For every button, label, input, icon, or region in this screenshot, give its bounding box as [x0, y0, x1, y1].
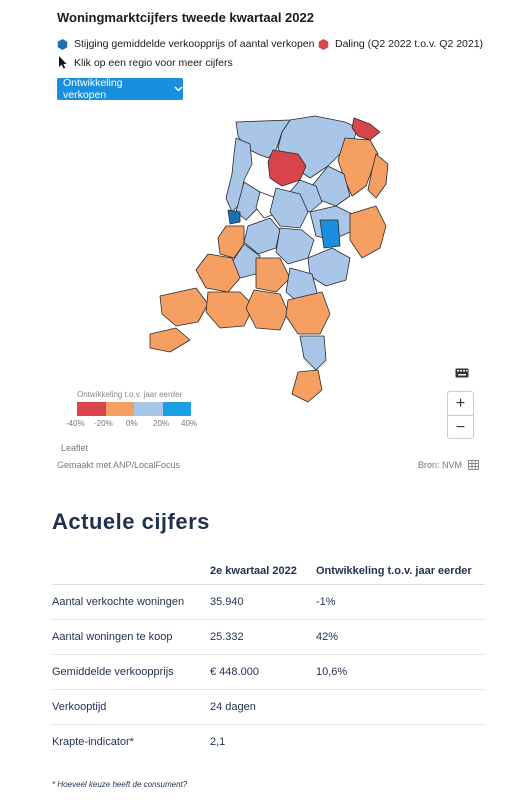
map-region[interactable] — [205, 291, 255, 329]
footnote: * Hoeveel keuze heeft de consument? — [52, 780, 187, 789]
table-cell — [316, 725, 485, 760]
legend-increase-label: Stijging gemiddelde verkoopprijs of aant… — [74, 38, 315, 50]
map-region[interactable] — [245, 289, 289, 331]
table-cell: 35.940 — [210, 584, 316, 620]
table-row: Verkooptijd 24 dagen — [52, 689, 485, 725]
zoom-in-button[interactable]: + — [448, 392, 473, 416]
table-cell: 10,6% — [316, 654, 485, 690]
scale-label: -40% — [66, 419, 85, 428]
map-region[interactable] — [285, 291, 331, 335]
metric-dropdown[interactable]: Ontwikkeling verkopen — [57, 77, 183, 101]
table-cell: 24 dagen — [210, 689, 316, 725]
table-cell: -1% — [316, 584, 485, 620]
map-region[interactable] — [235, 181, 261, 221]
table-header-cell: 2e kwartaal 2022 — [210, 558, 316, 585]
chevron-down-icon — [174, 86, 183, 92]
table-cell: Gemiddelde verkoopprijs — [52, 654, 210, 690]
map-region[interactable] — [267, 149, 307, 187]
table-row: Gemiddelde verkoopprijs € 448.000 10,6% — [52, 654, 485, 690]
map-region[interactable] — [149, 327, 191, 353]
leaflet-attribution[interactable]: Leaflet — [61, 443, 89, 453]
legend-increase: Stijging gemiddelde verkoopprijs of aant… — [57, 38, 314, 50]
table-cell: 42% — [316, 619, 485, 655]
source-attribution: Bron: NVM — [418, 460, 480, 470]
made-with-attribution[interactable]: Gemaakt met ANP/LocalFocus — [57, 460, 181, 470]
keyboard-icon[interactable] — [455, 368, 469, 378]
table-icon[interactable] — [468, 460, 480, 470]
map-region[interactable] — [299, 335, 327, 371]
table-cell: € 448.000 — [210, 654, 316, 690]
footnote-text: * Hoeveel keuze heeft de consument? — [52, 780, 188, 789]
zoom-control: + − — [447, 391, 474, 439]
zoom-out-button[interactable]: − — [455, 418, 466, 436]
scale-swatch — [105, 402, 134, 416]
map-region[interactable] — [231, 243, 261, 279]
map-region[interactable] — [217, 225, 245, 259]
map-region[interactable] — [307, 247, 351, 287]
table-cell: 25.332 — [210, 619, 316, 655]
table-header-row: 2e kwartaal 2022 Ontwikkeling t.o.v. jaa… — [52, 558, 485, 585]
scale-swatch — [77, 402, 106, 416]
map-region[interactable] — [367, 153, 389, 199]
table-cell — [316, 689, 485, 725]
netherlands-region-map[interactable] — [140, 108, 390, 408]
figures-table: 2e kwartaal 2022 Ontwikkeling t.o.v. jaa… — [52, 558, 485, 759]
table-row: Aantal verkochte woningen 35.940 -1% — [52, 584, 485, 620]
source-label: Bron: NVM — [418, 460, 463, 470]
map-region[interactable] — [319, 219, 341, 249]
map-region[interactable] — [337, 137, 379, 197]
map-region[interactable] — [269, 187, 309, 229]
cursor-arrow-icon — [59, 56, 67, 69]
table-header-cell — [52, 558, 210, 585]
hexagon-red-icon — [318, 38, 329, 50]
map-region[interactable] — [349, 205, 387, 259]
map-region[interactable] — [351, 117, 381, 141]
dropdown-selected-label: Ontwikkeling verkopen — [63, 77, 123, 101]
scale-label: 0% — [126, 419, 138, 428]
scale-label: -20% — [94, 419, 113, 428]
table-row: Krapte-indicator* 2,1 — [52, 725, 485, 760]
section-title: Actuele cijfers — [52, 509, 210, 534]
scale-title: Ontwikkeling t.o.v. jaar eerder — [77, 390, 183, 399]
map-region[interactable] — [225, 137, 253, 213]
map-region[interactable] — [291, 369, 323, 403]
page-title: Woningmarktcijfers tweede kwartaal 2022 — [57, 10, 314, 25]
legend-decrease-label: Daling (Q2 2022 t.o.v. Q2 2021) — [335, 38, 484, 50]
scale-swatch — [134, 402, 163, 416]
legend-click-hint: Klik op een regio voor meer cijfers — [58, 56, 233, 69]
table-cell: 2,1 — [210, 736, 226, 748]
hexagon-blue-icon — [57, 38, 68, 50]
map-region[interactable] — [159, 287, 209, 327]
table-cell: Verkooptijd — [52, 689, 210, 725]
legend-decrease: Daling (Q2 2022 t.o.v. Q2 2021) — [318, 38, 483, 50]
scale-label: 40% — [181, 419, 198, 428]
map-region[interactable] — [227, 209, 241, 225]
color-scale — [77, 402, 191, 416]
table-header-cell: Ontwikkeling t.o.v. jaar eerder — [316, 558, 485, 585]
table-row: Aantal woningen te koop 25.332 42% — [52, 619, 485, 655]
click-hint-label: Klik op een regio voor meer cijfers — [74, 56, 233, 69]
scale-label: 20% — [153, 419, 170, 428]
table-cell: Aantal woningen te koop — [52, 619, 210, 655]
map-region[interactable] — [255, 257, 291, 293]
table-cell: Krapte-indicator* — [52, 736, 134, 748]
scale-swatch — [162, 402, 191, 416]
table-cell: Aantal verkochte woningen — [52, 584, 210, 620]
